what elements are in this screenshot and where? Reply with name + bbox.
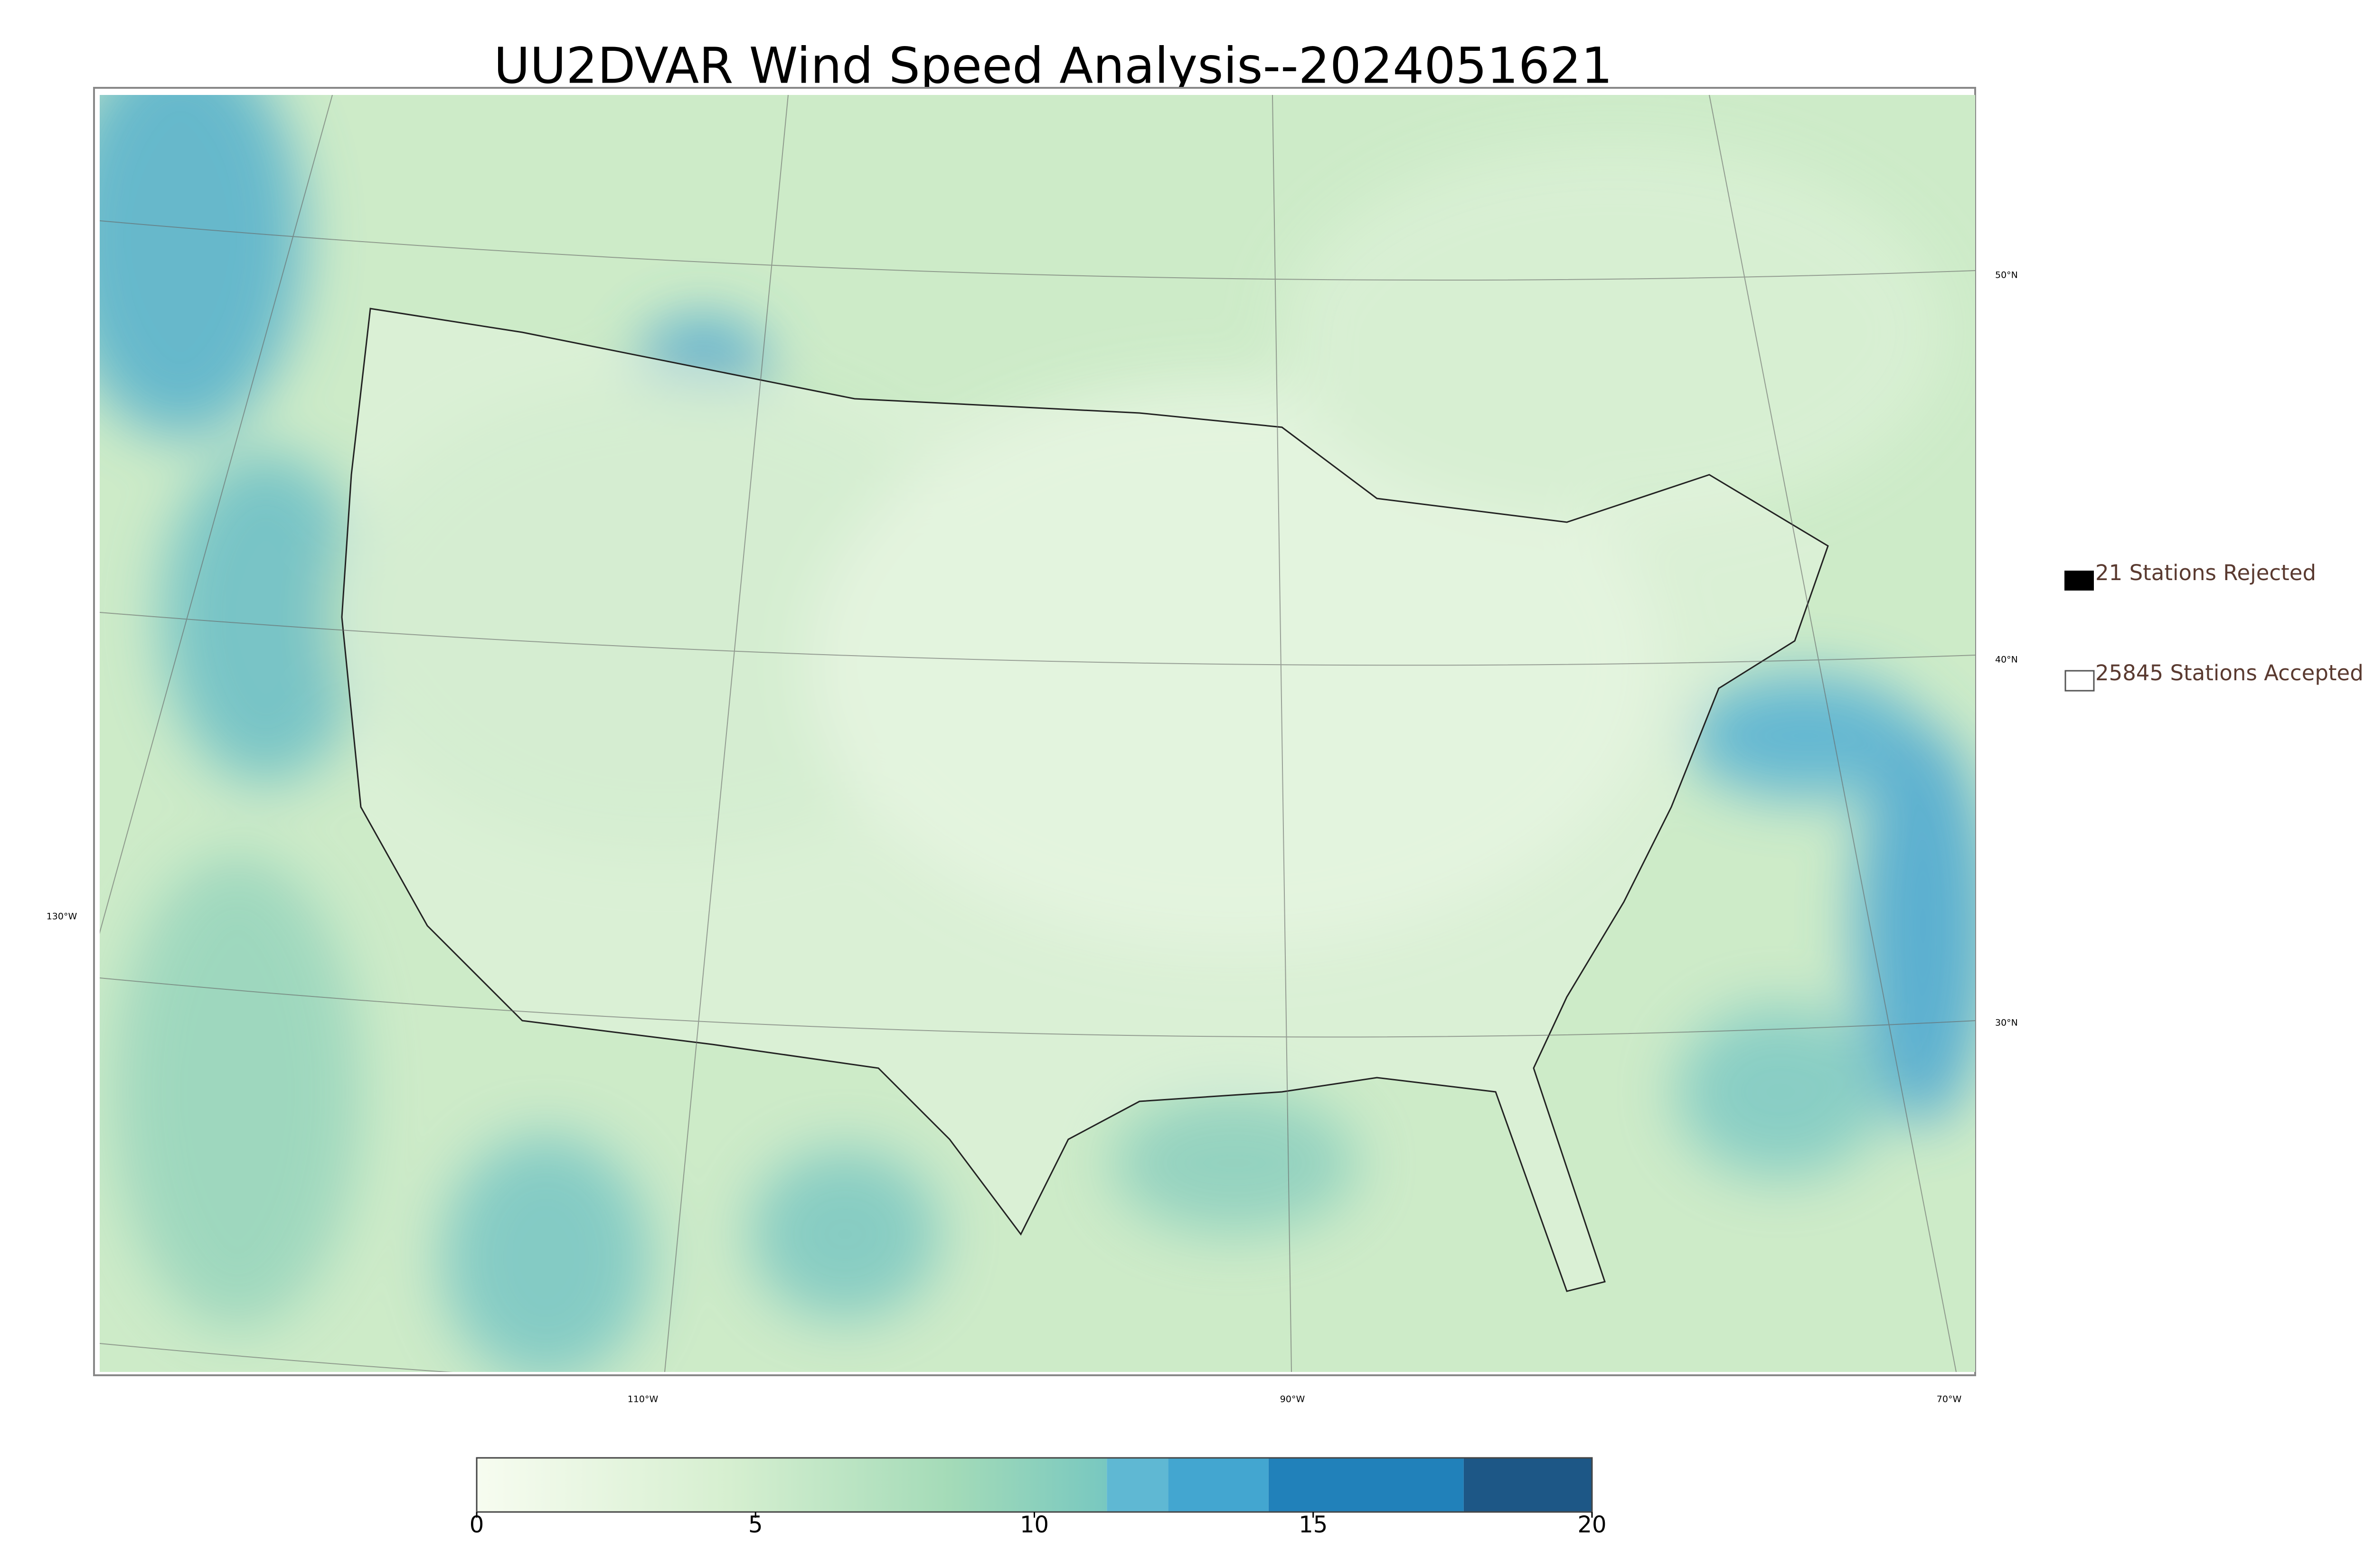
map [100, 95, 1975, 1372]
colorbar-tick-label: 0 [470, 1512, 484, 1538]
colorbar-gradient [477, 1458, 1107, 1512]
lat-label: 40°N [1995, 655, 2018, 665]
lat-label: 30°N [1995, 1018, 2018, 1028]
legend-label: 25845 Stations Accepted [2095, 660, 2364, 685]
colorbar-tick-label: 20 [1577, 1512, 1606, 1538]
lon-label: 90°W [1280, 1394, 1305, 1405]
colorbar-tick-label: 10 [1020, 1512, 1049, 1538]
lon-label: 110°W [628, 1394, 659, 1405]
legend: 21 Stations Rejected 25845 Stations Acce… [2064, 560, 2364, 692]
colorbar-tick-label: 15 [1299, 1512, 1328, 1538]
colorbar-step [1107, 1458, 1168, 1512]
title: UU2DVAR Wind Speed Analysis--2024051621 [494, 37, 1612, 94]
colorbar-step [1168, 1458, 1269, 1512]
colorbar-step [1268, 1458, 1464, 1512]
lat-label: 50°N [1995, 270, 2018, 281]
colorbar-step [1463, 1458, 1592, 1512]
lon-label: 70°W [1937, 1394, 1962, 1405]
colorbar-tick-label: 5 [748, 1512, 763, 1538]
legend-label: 21 Stations Rejected [2095, 560, 2316, 585]
accepted-swatch [2064, 670, 2095, 692]
lon-label: 130°W [47, 911, 77, 922]
rejected-swatch [2064, 571, 2094, 591]
